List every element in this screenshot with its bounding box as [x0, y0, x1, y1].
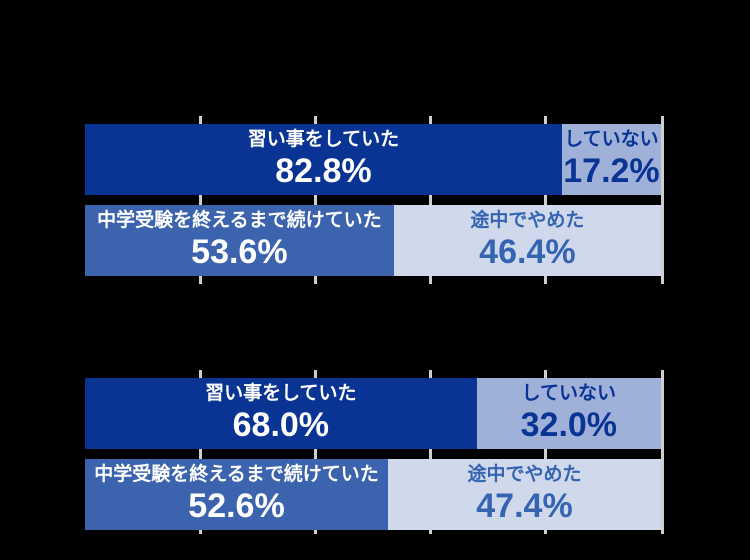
bar-segment-label: 中学受験を終えるまで続けていた [94, 464, 379, 485]
bar-segment: していない 17.2% [561, 124, 661, 195]
gridline-20pct [199, 370, 202, 534]
gridline-40pct [314, 370, 317, 534]
bar-segment-value: 52.6% [188, 487, 285, 525]
gridline-100pct [661, 116, 664, 284]
bar-segment: 途中でやめた 47.4% [387, 459, 661, 530]
bar-segment-value: 46.4% [479, 233, 576, 271]
gridline-20pct [199, 116, 202, 284]
bar-segment-value: 82.8% [275, 152, 372, 190]
bar-segment: 中学受験を終えるまで続けていた 52.6% [85, 459, 388, 530]
bar-segment: 習い事をしていた 82.8% [85, 124, 562, 195]
gridline-80pct [544, 370, 547, 534]
bar-segment-label: していない [564, 129, 659, 150]
bar-segment-label: 途中でやめた [470, 210, 585, 231]
bar-segment-label: 習い事をしていた [205, 383, 357, 404]
gridline-100pct [661, 370, 664, 534]
bar-segment-value: 53.6% [191, 233, 288, 271]
bar-chart-group-2: 習い事をしていた 68.0% していない 32.0% 中学受験を終えるまで続けて… [85, 370, 664, 534]
bar-segment-label: 中学受験を終えるまで続けていた [97, 210, 382, 231]
stacked-bar-row: 習い事をしていた 82.8% していない 17.2% [85, 124, 661, 195]
stacked-bar-row: 中学受験を終えるまで続けていた 53.6% 途中でやめた 46.4% [85, 205, 661, 276]
gridline-40pct [314, 116, 317, 284]
bar-segment-label: していない [521, 383, 617, 404]
bar-segment: 途中でやめた 46.4% [393, 205, 661, 276]
bar-segment-value: 32.0% [520, 406, 618, 444]
stacked-bar-row: 習い事をしていた 68.0% していない 32.0% [85, 378, 661, 449]
bar-segment-value: 68.0% [232, 406, 330, 444]
gridline-80pct [544, 116, 547, 284]
bar-chart-group-1: 習い事をしていた 82.8% していない 17.2% 中学受験を終えるまで続けて… [85, 116, 664, 284]
bar-segment: 中学受験を終えるまで続けていた 53.6% [85, 205, 394, 276]
gridline-60pct [429, 116, 432, 284]
bar-segment-label: 習い事をしていた [247, 129, 400, 150]
stacked-bar-row: 中学受験を終えるまで続けていた 52.6% 途中でやめた 47.4% [85, 459, 661, 530]
bar-segment-value: 17.2% [563, 152, 660, 190]
bar-segment-value: 47.4% [476, 487, 573, 525]
bar-segment: していない 32.0% [476, 378, 661, 449]
bar-segment-label: 途中でやめた [467, 464, 582, 485]
bar-segment: 習い事をしていた 68.0% [85, 378, 477, 449]
gridline-60pct [429, 370, 432, 534]
